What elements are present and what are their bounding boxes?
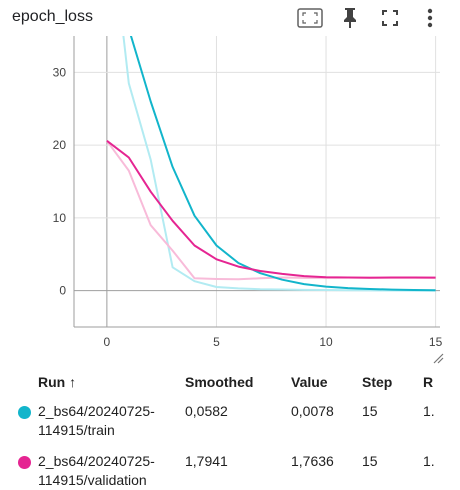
y-tick-label: 20 (53, 138, 67, 152)
loss-chart-svg: 0 5 10 15 0 10 20 30 (53, 36, 443, 349)
table-header-row: Run ↑ Smoothed Value Step R (0, 370, 460, 394)
more-vert-icon (427, 8, 433, 28)
fullscreen-icon (382, 10, 398, 26)
relative-value: 1. (423, 403, 435, 419)
header-step[interactable]: Step (362, 374, 393, 390)
sort-arrow-icon: ↑ (69, 374, 77, 390)
chart-title: epoch_loss (12, 8, 93, 25)
table-row[interactable]: 2_bs64/20240725- 114915/train 0,0582 0,00… (0, 394, 460, 440)
pin-button[interactable] (330, 4, 370, 32)
run-color-swatch (18, 456, 31, 469)
step-value: 15 (362, 453, 378, 469)
run-name: 2_bs64/20240725- 114915/train (38, 394, 185, 440)
series-line-smoothed (106, 140, 436, 279)
raw-value: 0,0078 (291, 403, 334, 419)
smoothed-value: 0,0582 (185, 403, 228, 419)
smoothed-value: 1,7941 (185, 453, 228, 469)
y-tick-label: 30 (53, 65, 67, 79)
x-tick-label: 0 (104, 335, 111, 349)
series-line-smoothed (129, 36, 436, 292)
run-name: 2_bs64/20240725- 114915/validation (38, 440, 185, 490)
resize-handle-icon[interactable] (432, 352, 444, 364)
run-color-swatch (18, 406, 31, 419)
fit-domain-icon (297, 8, 323, 28)
y-tick-label: 0 (59, 284, 66, 298)
run-name-line1: 2_bs64/20240725- (38, 453, 155, 469)
run-name-line2: 114915/validation (38, 472, 147, 488)
x-tick-label: 5 (213, 335, 220, 349)
relative-value: 1. (423, 453, 435, 469)
pin-icon (344, 8, 356, 28)
more-options-button[interactable] (410, 4, 450, 32)
x-tick-label: 15 (429, 335, 443, 349)
loss-chart[interactable]: 0 5 10 15 0 10 20 30 (0, 36, 460, 376)
header-run-label: Run (38, 374, 66, 390)
series-line-raw (122, 36, 436, 292)
step-value: 15 (362, 403, 378, 419)
run-name-line2: 114915/train (38, 422, 115, 438)
y-tick-label: 10 (53, 211, 67, 225)
table-row[interactable]: 2_bs64/20240725- 114915/validation 1,7941… (0, 440, 460, 490)
x-tick-label: 10 (319, 335, 333, 349)
header-value[interactable]: Value (291, 374, 328, 390)
header-smoothed[interactable]: Smoothed (185, 374, 254, 390)
series-line-raw (106, 140, 436, 281)
header-spacer (0, 370, 38, 394)
fit-domain-button[interactable] (290, 4, 330, 32)
header-run[interactable]: Run ↑ (38, 370, 185, 394)
header-relative[interactable]: R (423, 374, 434, 390)
chart-toolbar (290, 4, 450, 32)
fullscreen-button[interactable] (370, 4, 410, 32)
run-name-line1: 2_bs64/20240725- (38, 403, 155, 419)
runs-table: Run ↑ Smoothed Value Step R 2_bs64/20240… (0, 370, 460, 490)
raw-value: 1,7636 (291, 453, 334, 469)
